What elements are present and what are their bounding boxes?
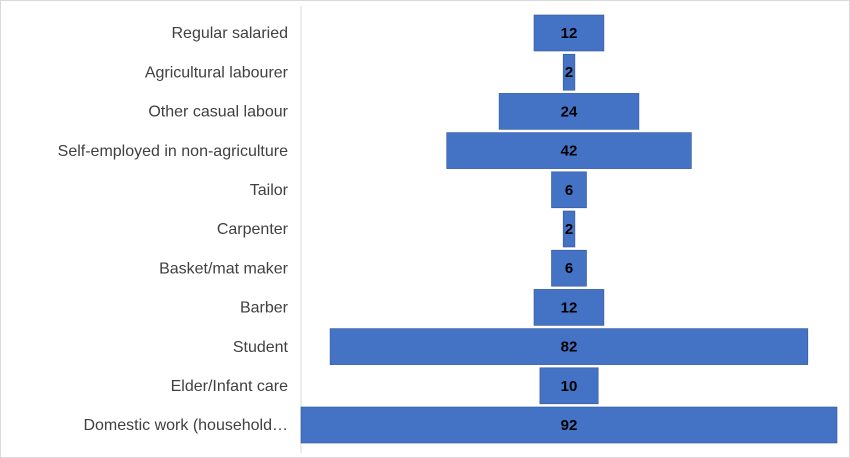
category-label-6: Basket/mat maker	[159, 260, 289, 277]
category-label-2: Other casual labour	[148, 104, 288, 121]
category-label-8: Student	[233, 339, 289, 356]
category-label-1: Agricultural labourer	[145, 64, 289, 81]
value-label-9: 10	[561, 378, 578, 395]
bar-8	[329, 328, 809, 365]
category-label-9: Elder/Infant care	[171, 378, 289, 395]
category-label-5: Carpenter	[217, 221, 289, 238]
bar-9	[539, 367, 599, 405]
bar-6	[551, 249, 587, 287]
category-label-0: Regular salaried	[171, 25, 288, 42]
bar-4	[551, 171, 587, 209]
category-label-3: Self-employed in non-agriculture	[58, 143, 288, 160]
value-label-2: 24	[561, 103, 578, 120]
value-label-7: 12	[561, 299, 578, 316]
bar-7	[533, 289, 605, 326]
bar-5	[562, 210, 576, 248]
bar-1	[562, 53, 576, 91]
category-label-4: Tailor	[250, 182, 289, 199]
bars-group	[300, 14, 838, 444]
category-label-10: Domestic work (household…	[83, 417, 288, 434]
value-label-4: 6	[565, 182, 573, 199]
category-label-7: Barber	[240, 300, 289, 317]
value-label-6: 6	[565, 260, 573, 277]
value-labels: 12 2 24 42 6 2 6 12 82 10 92	[561, 25, 578, 434]
bar-3	[446, 132, 692, 169]
bar-0	[533, 14, 605, 52]
bar-10	[300, 406, 838, 444]
bar-2	[498, 93, 640, 130]
value-label-0: 12	[561, 25, 578, 42]
category-labels: Regular salaried Agricultural labourer Oth…	[58, 25, 289, 434]
value-label-3: 42	[561, 143, 578, 160]
value-label-5: 2	[565, 221, 573, 238]
value-label-1: 2	[565, 64, 573, 81]
value-label-10: 92	[561, 417, 578, 434]
value-label-8: 82	[561, 339, 578, 356]
